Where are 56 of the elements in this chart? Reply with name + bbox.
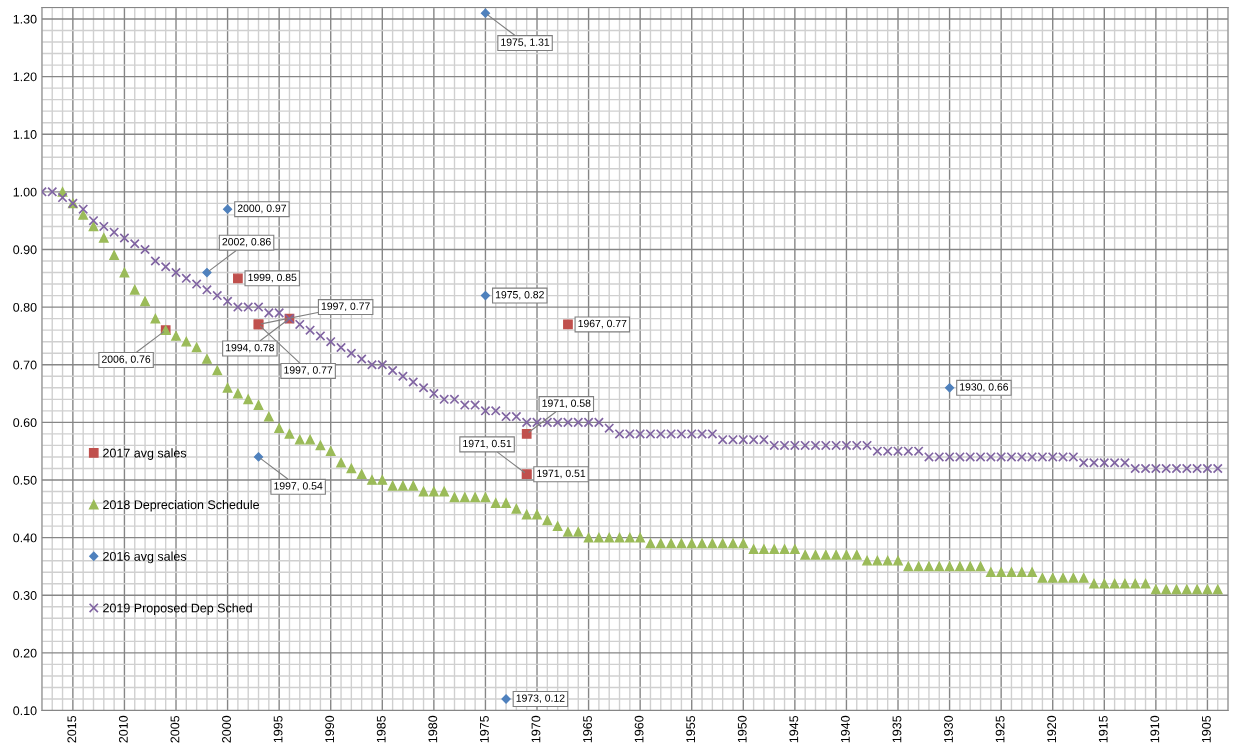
x-tick-label: 1975 xyxy=(479,715,489,743)
x-tick-label: 1960 xyxy=(634,715,644,743)
x-tick-label: 2000 xyxy=(222,715,231,743)
y-tick-label: 0.80 xyxy=(13,302,37,312)
y-tick-label: 0.10 xyxy=(13,706,37,716)
x-tick-label: 1930 xyxy=(944,715,953,743)
y-tick-label: 0.60 xyxy=(13,418,37,428)
x-tick-label: 1985 xyxy=(376,715,386,743)
legend-label: 2016 avg sales xyxy=(103,551,187,564)
y-tick-label: 0.50 xyxy=(13,475,37,485)
data-label: 2006, 0.76 xyxy=(101,355,151,365)
data-label: 1997, 0.54 xyxy=(274,482,323,491)
data-label: 1930, 0.66 xyxy=(960,383,1009,392)
x-tick-label: 1965 xyxy=(583,715,592,743)
legend-label: 2018 Depreciation Schedule xyxy=(103,499,260,512)
x-tick-label: 1980 xyxy=(428,715,438,743)
x-tick-label: 1925 xyxy=(995,715,1005,743)
data-label: 1971, 0.58 xyxy=(542,399,591,409)
y-tick-label: 1.20 xyxy=(13,72,37,82)
data-label: 1997, 0.77 xyxy=(321,302,370,312)
y-tick-label: 1.00 xyxy=(13,187,37,197)
x-tick-label: 2015 xyxy=(67,715,77,743)
y-tick-label: 0.70 xyxy=(13,360,37,370)
data-label: 1971, 0.51 xyxy=(537,469,586,479)
data-label: 2002, 0.86 xyxy=(222,238,271,247)
y-tick-label: 1.30 xyxy=(13,14,37,24)
x-tick-label: 2005 xyxy=(170,715,180,743)
x-tick-label: 1995 xyxy=(273,715,283,743)
x-tick-label: 1945 xyxy=(789,715,799,743)
x-tick-label: 1950 xyxy=(737,715,747,743)
x-tick-label: 1935 xyxy=(892,715,902,743)
x-tick-label: 1940 xyxy=(840,715,850,743)
x-tick-label: 1915 xyxy=(1098,715,1108,743)
data-label: 1967, 0.77 xyxy=(578,319,627,329)
data-label: 1975, 0.82 xyxy=(495,291,544,300)
x-tick-label: 1910 xyxy=(1150,715,1160,743)
y-tick-label: 1.10 xyxy=(13,130,37,139)
data-label: 1997, 0.77 xyxy=(284,366,333,375)
data-label: 1975, 1.31 xyxy=(501,38,550,48)
y-tick-label: 0.20 xyxy=(13,648,37,658)
x-tick-label: 2010 xyxy=(118,715,128,743)
y-tick-label: 0.90 xyxy=(13,245,37,255)
y-tick-label: 0.30 xyxy=(13,591,37,600)
data-label: 2000, 0.97 xyxy=(237,204,287,214)
data-label: 1994, 0.78 xyxy=(226,343,275,353)
x-tick-label: 1920 xyxy=(1047,715,1057,743)
data-label: 1999, 0.85 xyxy=(248,273,297,283)
x-tick-label: 1905 xyxy=(1201,715,1211,743)
x-tick-label: 1955 xyxy=(686,715,696,743)
x-tick-label: 1970 xyxy=(531,715,541,743)
x-tick-label: 1990 xyxy=(325,715,335,743)
legend-label: 2017 avg sales xyxy=(103,448,187,460)
data-label: 1971, 0.51 xyxy=(463,439,512,449)
y-tick-label: 0.40 xyxy=(13,533,37,543)
data-label: 1973, 0.12 xyxy=(516,694,565,704)
legend-label: 2019 Proposed Dep Sched xyxy=(103,603,252,615)
